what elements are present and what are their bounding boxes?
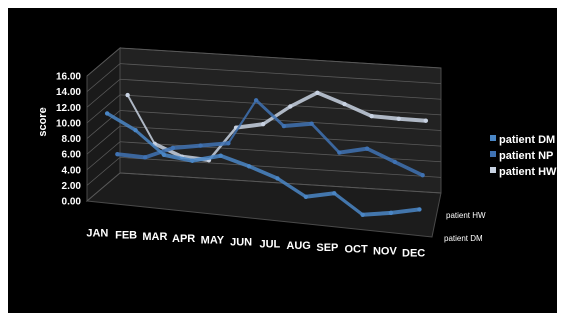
x-tick-label: DEC — [402, 247, 425, 259]
data-point — [337, 150, 342, 155]
data-point — [342, 101, 347, 107]
gridline — [86, 172, 121, 202]
series-ribbon — [127, 90, 426, 163]
data-point — [360, 212, 365, 218]
chart-series — [104, 90, 429, 218]
x-tick-label: FEB — [115, 229, 137, 241]
data-point — [142, 155, 148, 160]
data-point — [303, 194, 309, 199]
data-point — [369, 113, 374, 119]
x-tick-label: JAN — [86, 228, 108, 240]
gridline — [119, 156, 442, 178]
chart-svg: 0.00 2.00 4.00 6.00 8.00 10.00 12.00 14.00 16.00… — [37, 46, 557, 260]
gridline — [86, 125, 121, 155]
gridline — [119, 172, 442, 194]
legend-swatch — [490, 151, 496, 157]
data-point — [161, 152, 167, 158]
gridline — [119, 125, 442, 147]
y-tick-label: 6.00 — [62, 150, 82, 161]
data-point — [190, 158, 195, 163]
y-tick-label: 12.00 — [56, 103, 81, 114]
data-point — [260, 121, 266, 127]
data-point — [281, 123, 287, 129]
legend-label: patient DM — [499, 134, 555, 146]
series-patient-dm — [104, 111, 422, 218]
y-axis-title: score — [37, 107, 49, 136]
legend-label: patient NP — [499, 150, 553, 162]
data-point — [388, 210, 394, 216]
depth-axis-labels: patient HW patient DM — [444, 211, 486, 243]
x-tick-label: APR — [172, 233, 195, 245]
data-point — [309, 121, 314, 126]
data-point — [364, 146, 370, 151]
y-tick-label: 2.00 — [62, 181, 82, 192]
y-tick-label: 8.00 — [62, 134, 82, 145]
data-point — [417, 207, 422, 212]
legend-swatch — [490, 167, 496, 173]
depth-label: patient DM — [444, 234, 483, 243]
chart-legend: patient DM patient NP patient HW — [490, 134, 557, 178]
data-point — [133, 128, 138, 133]
data-point — [288, 104, 293, 109]
data-point — [246, 164, 252, 169]
gridline — [119, 94, 442, 116]
gridline — [119, 47, 442, 69]
gridline — [86, 78, 121, 108]
chart-area: 0.00 2.00 4.00 6.00 8.00 10.00 12.00 14.00 16.00… — [8, 8, 557, 313]
gridline — [86, 47, 121, 77]
y-axis-ticks: 0.00 2.00 4.00 6.00 8.00 10.00 12.00 14.00 16.00 — [56, 72, 81, 208]
y-tick-label: 14.00 — [56, 87, 81, 98]
data-point — [315, 90, 320, 95]
gridline — [119, 110, 442, 131]
data-point — [104, 111, 110, 116]
data-point — [423, 118, 429, 123]
x-tick-label: MAR — [142, 231, 167, 243]
y-tick-label: 10.00 — [56, 118, 81, 129]
y-tick-label: 4.00 — [62, 165, 82, 176]
depth-label: patient HW — [446, 211, 486, 220]
data-point — [170, 145, 176, 151]
data-point — [275, 176, 280, 181]
data-point — [392, 159, 398, 165]
gridline — [86, 94, 121, 124]
data-point — [198, 143, 203, 148]
gridline — [86, 110, 121, 139]
data-point — [396, 116, 401, 122]
gridline — [119, 78, 442, 100]
x-tick-label: OCT — [345, 244, 369, 256]
x-tick-label: NOV — [373, 246, 398, 258]
y-tick-label: 0.00 — [62, 197, 82, 208]
series-ribbon — [117, 98, 423, 178]
data-point — [253, 98, 259, 103]
gridline — [119, 63, 442, 85]
y-tick-label: 16.00 — [56, 72, 81, 83]
x-axis-ticks: JAN FEB MAR APR MAY JUN JUL AUG SEP OCT NOV DEC — [86, 228, 425, 260]
data-point — [115, 152, 120, 157]
x-tick-label: SEP — [316, 242, 338, 254]
data-point — [226, 141, 231, 146]
x-tick-label: JUL — [259, 238, 280, 250]
data-point — [420, 173, 425, 178]
legend-swatch — [490, 135, 496, 141]
data-point — [125, 92, 130, 98]
legend-label: patient HW — [499, 166, 557, 178]
gridline — [86, 63, 121, 92]
series-patient-np — [115, 98, 425, 178]
data-point — [332, 191, 337, 196]
gridline — [86, 141, 121, 171]
x-tick-label: AUG — [286, 240, 310, 252]
x-tick-label: MAY — [201, 235, 225, 247]
gridline — [86, 157, 121, 186]
x-tick-label: JUN — [230, 237, 252, 249]
data-point — [218, 153, 223, 158]
